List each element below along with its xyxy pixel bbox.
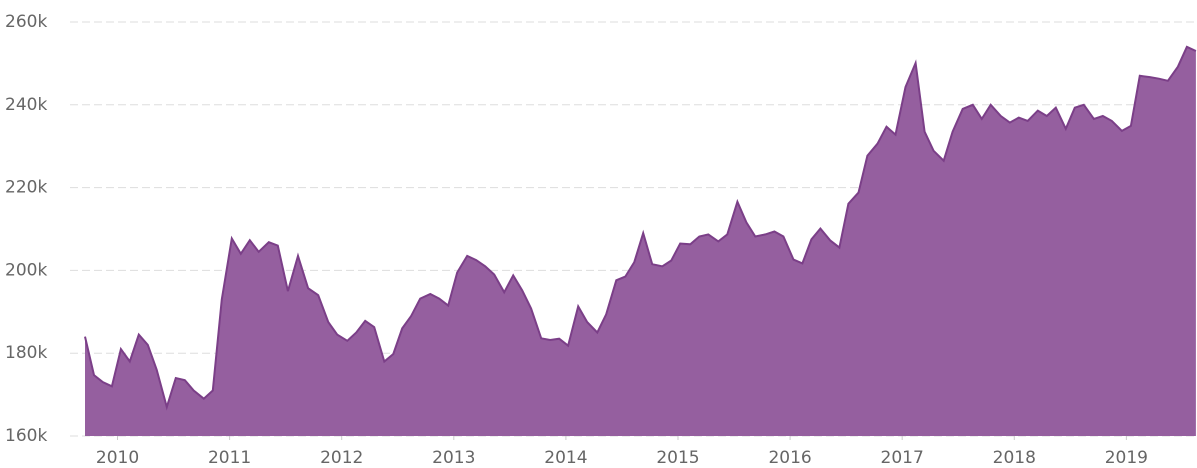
y-tick-label: 200k <box>5 260 47 280</box>
x-tick-label: 2011 <box>208 448 251 468</box>
x-tick-label: 2016 <box>768 448 811 468</box>
y-tick-label: 260k <box>5 12 47 32</box>
x-tick-label: 2010 <box>96 448 139 468</box>
x-tick-label: 2015 <box>656 448 699 468</box>
y-tick-label: 180k <box>5 343 47 363</box>
x-tick-label: 2013 <box>432 448 475 468</box>
area <box>85 46 1196 437</box>
x-tick-label: 2018 <box>993 448 1036 468</box>
x-tick-label: 2019 <box>1105 448 1148 468</box>
x-tick-label: 2017 <box>881 448 924 468</box>
y-tick-label: 160k <box>5 426 47 446</box>
x-tick-label: 2012 <box>320 448 363 468</box>
y-tick-label: 220k <box>5 178 47 198</box>
x-tick-label: 2014 <box>544 448 587 468</box>
area-line <box>84 45 1197 411</box>
y-tick-label: 240k <box>5 95 47 115</box>
